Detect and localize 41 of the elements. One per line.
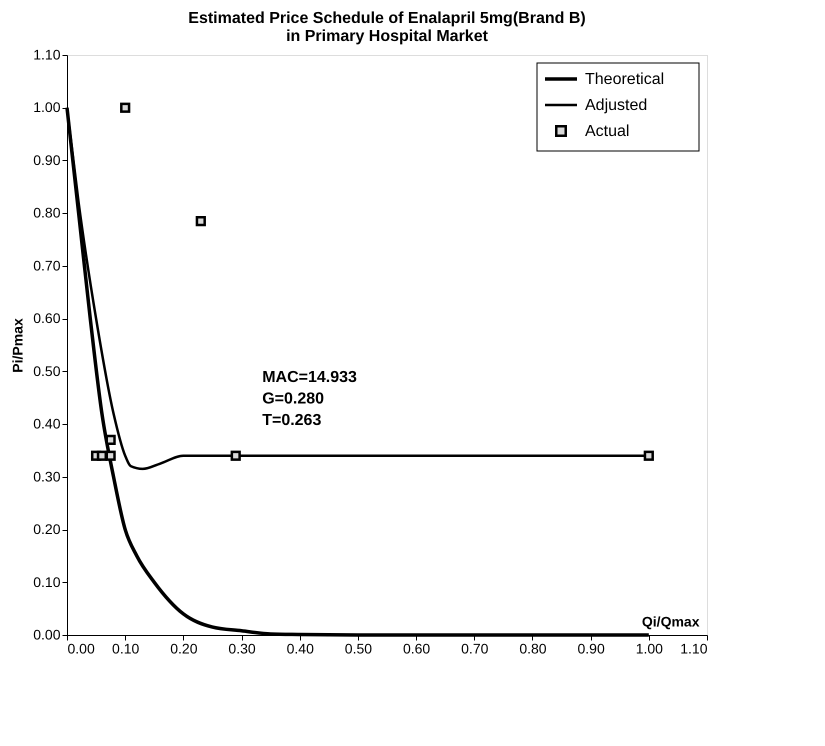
y-tick-label: 0.40 <box>33 416 61 432</box>
y-tick-label: 0.00 <box>33 626 61 642</box>
x-tick-label: 0.90 <box>578 640 605 656</box>
x-tick-label: 0.70 <box>461 640 489 656</box>
x-tick-label: 0.60 <box>402 640 430 656</box>
legend-label: Actual <box>585 123 630 140</box>
point <box>196 216 206 226</box>
y-tick-label: 0.60 <box>33 310 61 326</box>
x-tick-label: 0.40 <box>286 640 314 656</box>
point <box>120 102 130 113</box>
y-tick-label: 1.00 <box>33 99 61 116</box>
x-tick-label: 1.10 <box>680 640 708 656</box>
x-axis-title: Qi/Qmax <box>642 614 700 630</box>
y-tick-label: 0.70 <box>33 257 61 274</box>
x-tick-label: 0.20 <box>170 640 198 656</box>
y-tick-label: 0.90 <box>33 152 61 168</box>
legend-label: Theoretical <box>585 71 664 88</box>
y-tick-label: 0.20 <box>33 521 61 538</box>
x-tick-label: 0.80 <box>519 640 547 656</box>
annotation: G=0.280 <box>262 390 324 408</box>
point <box>106 434 116 446</box>
text: Estimated Price Schedule of Enalapril 5mg(Brand B) <box>188 10 586 27</box>
annotation: T=0.263 <box>262 412 322 429</box>
y-tick-label: 0.50 <box>33 362 61 379</box>
point <box>230 450 241 461</box>
point <box>644 450 654 461</box>
text: in Primary Hospital Market <box>286 28 488 45</box>
x-tick-label: 0.30 <box>228 640 256 656</box>
y-tick-label: 0.30 <box>33 468 61 484</box>
annotation: MAC=14.933 <box>262 368 358 386</box>
x-tick-label: 0.00 <box>68 640 95 656</box>
x-tick-label: 0.10 <box>112 640 140 656</box>
point <box>96 450 108 461</box>
x-tick-label: 1.00 <box>636 640 664 656</box>
y-tick-label: 0.10 <box>33 574 61 590</box>
x-tick-label: 0.50 <box>344 640 372 656</box>
y-tick-label: 1.10 <box>33 46 61 62</box>
legend-label: Adjusted <box>585 97 648 114</box>
point <box>106 450 116 461</box>
y-axis-title: Pi/Pmax <box>9 318 26 373</box>
y-tick-label: 0.80 <box>33 204 61 221</box>
